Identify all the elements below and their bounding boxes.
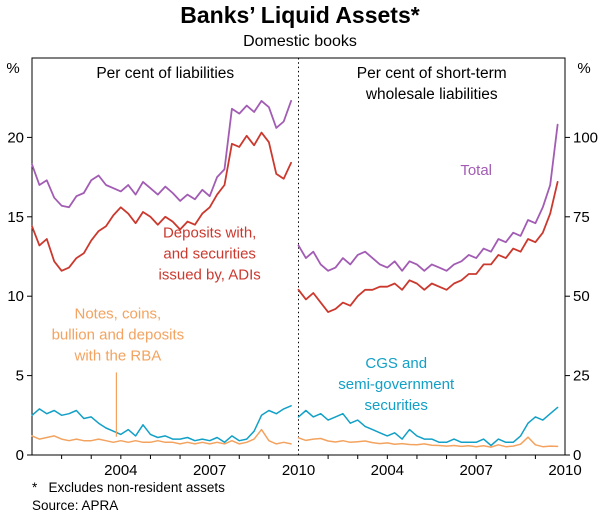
x-tick-label: 2004 [104, 462, 137, 479]
rba-label: Notes, coins, [75, 305, 162, 322]
x-tick-label: 2010 [548, 462, 581, 479]
y-tick-label: 100 [573, 129, 598, 146]
footnote: * Excludes non-resident assets [32, 480, 225, 495]
cgs-label: semi-government [338, 376, 455, 393]
adi-label: issued by, ADIs [159, 266, 261, 283]
series-line-total [31, 100, 293, 209]
source-note: Source: APRA [32, 498, 119, 513]
series-line-adi [297, 180, 559, 314]
series-line-cgs [297, 406, 559, 447]
y-tick-label: 15 [7, 209, 24, 226]
y-tick-label: 0 [573, 447, 581, 464]
adi-label: and securities [163, 245, 256, 262]
x-tick-label: 2007 [459, 462, 492, 479]
series-line-cgs [31, 405, 292, 444]
series-line-total [297, 123, 559, 272]
series-line-adi [31, 131, 293, 272]
y-tick-label: 0 [16, 447, 24, 464]
axis-unit-label: % [577, 60, 590, 77]
rba-label: with the RBA [74, 347, 162, 364]
y-tick-label: 10 [7, 288, 24, 305]
chart-subtitle: Domestic books [243, 33, 357, 50]
panel-title: Per cent of short-term [357, 65, 507, 82]
y-tick-label: 50 [573, 288, 590, 305]
axis-unit-label: % [6, 60, 19, 77]
chart-title: Banks’ Liquid Assets* [180, 2, 420, 28]
x-tick-label: 2007 [193, 462, 226, 479]
cgs-label: securities [365, 397, 428, 414]
rba-label: bullion and deposits [52, 326, 185, 343]
y-tick-label: 5 [16, 368, 24, 385]
y-tick-label: 20 [7, 129, 24, 146]
total-label: Total [460, 162, 492, 179]
y-tick-label: 25 [573, 368, 590, 385]
series-line-rba-notes [31, 428, 292, 445]
series-line-rba-notes [297, 436, 559, 448]
panel-title: Per cent of liabilities [96, 65, 234, 82]
x-tick-label: 2010 [282, 462, 315, 479]
x-tick-label: 2004 [371, 462, 404, 479]
y-tick-label: 75 [573, 209, 590, 226]
adi-label: Deposits with, [163, 224, 256, 241]
panel-title: wholesale liabilities [365, 86, 498, 103]
cgs-label: CGS and [365, 355, 427, 372]
